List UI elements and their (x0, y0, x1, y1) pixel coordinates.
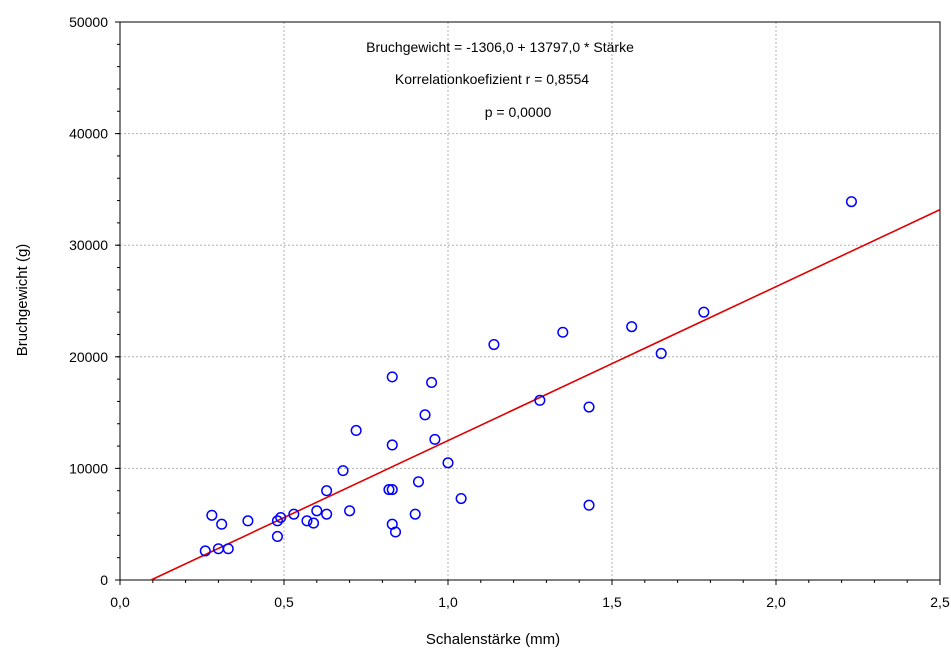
data-point (455, 492, 467, 505)
data-point (288, 508, 300, 520)
data-point (409, 508, 421, 520)
y-tick-label: 30000 (69, 237, 108, 253)
data-point (301, 515, 313, 527)
data-point (412, 476, 425, 488)
data-point (321, 508, 333, 520)
data-point (337, 465, 349, 477)
data-point (386, 439, 398, 451)
data-point (626, 321, 638, 333)
y-tick-label: 0 (100, 572, 108, 588)
data-point (206, 509, 218, 521)
y-tick-labels: 0 10000 20000 30000 40000 50000 (69, 14, 108, 588)
data-point (275, 511, 287, 524)
x-tick-label: 0,0 (110, 594, 130, 610)
data-point (216, 518, 228, 530)
data-points (199, 196, 857, 557)
data-point (583, 499, 595, 511)
x-tick-labels: 0,0 0,5 1,0 1,5 2,0 2,5 (110, 594, 950, 610)
data-point (383, 484, 395, 496)
data-point (199, 545, 211, 557)
y-tick-label: 20000 (69, 349, 108, 365)
data-point (386, 371, 398, 383)
data-point (488, 338, 500, 351)
data-point (426, 376, 438, 389)
data-point (307, 517, 320, 529)
correlation-coefficient: Korrelationkoefizient r = 0,8554 (395, 71, 589, 87)
data-point (845, 196, 857, 208)
x-tick-label: 1,5 (602, 594, 622, 610)
x-tick-label: 1,0 (438, 594, 458, 610)
x-axis-label: Schalenstärke (mm) (426, 631, 560, 648)
x-tick-label: 0,5 (274, 594, 294, 610)
axis-ticks (115, 21, 941, 585)
regression-line (150, 208, 941, 581)
y-tick-label: 10000 (69, 460, 108, 476)
data-point (442, 457, 454, 469)
data-point (419, 409, 431, 421)
data-point (311, 505, 323, 517)
data-point (350, 424, 362, 437)
data-point (271, 515, 283, 527)
data-point (655, 347, 667, 360)
y-tick-label: 40000 (69, 126, 108, 142)
data-point (389, 526, 402, 538)
data-point (271, 530, 283, 543)
p-value: p = 0,0000 (485, 104, 552, 120)
y-tick-label: 50000 (69, 14, 108, 30)
data-point (698, 306, 710, 318)
regression-equation: Bruchgewicht = -1306,0 + 13797,0 * Stärk… (366, 39, 634, 55)
data-point (534, 394, 546, 406)
data-point (557, 326, 569, 338)
data-point (583, 401, 595, 413)
data-point (242, 515, 254, 527)
data-point (321, 485, 333, 497)
plot-frame (119, 21, 941, 581)
data-point (344, 505, 356, 517)
data-point (429, 433, 441, 445)
x-tick-label: 2,0 (766, 594, 786, 610)
gridlines (120, 22, 940, 580)
data-point (222, 543, 234, 555)
data-point (386, 484, 398, 496)
y-axis-label: Bruchgewicht (g) (14, 244, 31, 357)
x-tick-label: 2,5 (930, 594, 950, 610)
